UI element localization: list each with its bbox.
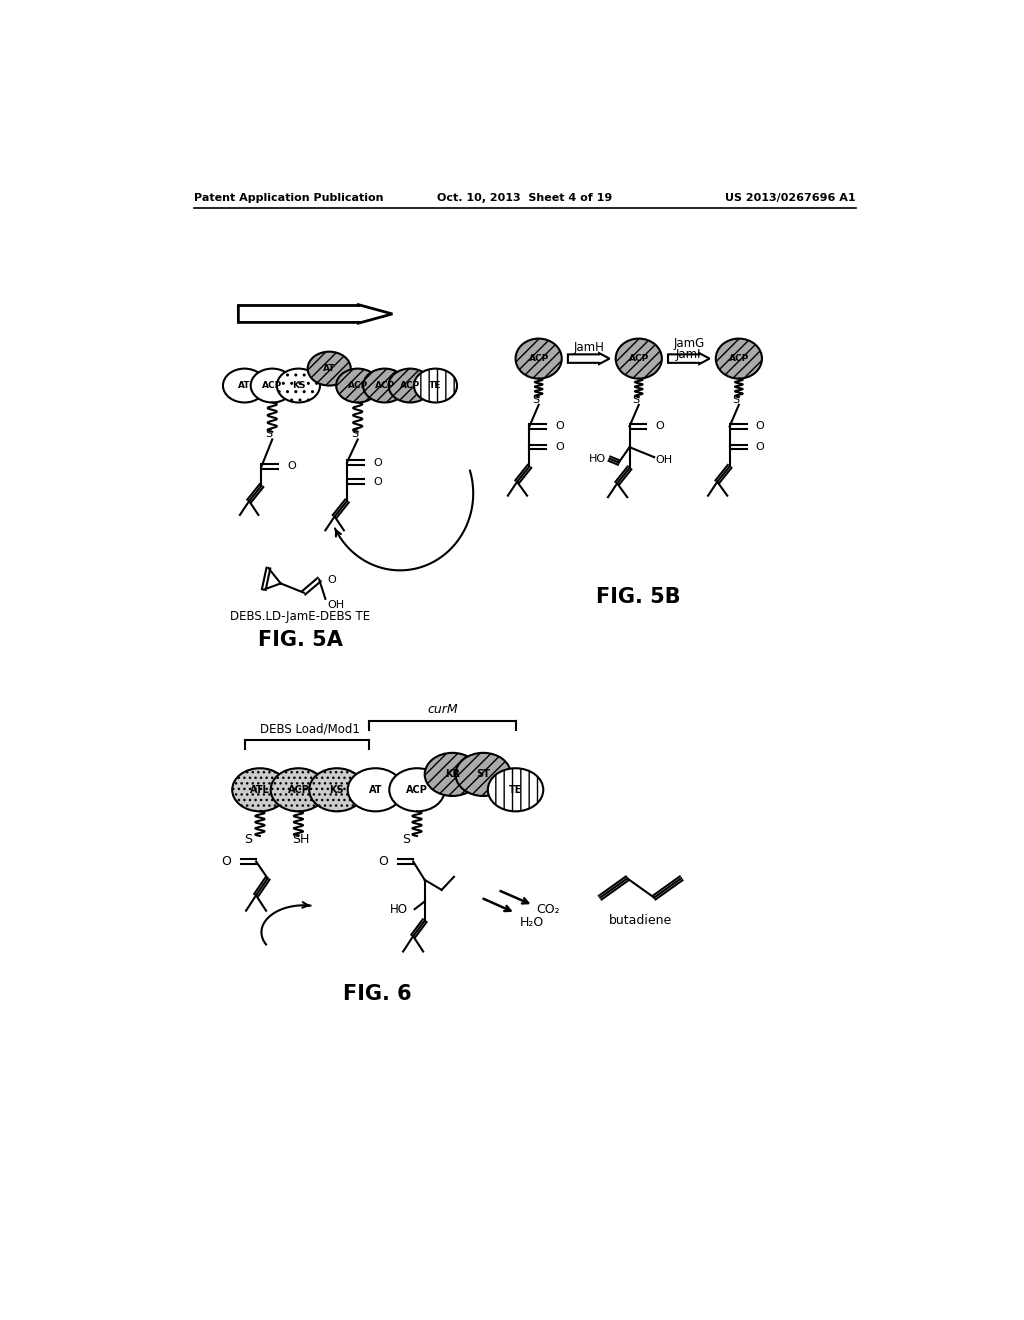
Text: TE: TE — [509, 785, 522, 795]
Ellipse shape — [307, 351, 351, 385]
Text: SH: SH — [292, 833, 309, 846]
Text: Oct. 10, 2013  Sheet 4 of 19: Oct. 10, 2013 Sheet 4 of 19 — [437, 194, 612, 203]
Ellipse shape — [487, 768, 544, 812]
Ellipse shape — [414, 368, 457, 403]
Text: O: O — [373, 458, 382, 467]
Text: JamG: JamG — [673, 337, 705, 350]
Ellipse shape — [348, 768, 403, 812]
Text: ACP: ACP — [528, 354, 549, 363]
Text: ST: ST — [476, 770, 490, 779]
Text: KR: KR — [444, 770, 460, 779]
Text: S: S — [532, 395, 540, 405]
Polygon shape — [568, 352, 609, 364]
Text: S: S — [633, 395, 640, 405]
Text: S: S — [733, 395, 739, 405]
Text: H₂O: H₂O — [519, 916, 544, 929]
Polygon shape — [239, 305, 392, 323]
Text: FIG. 5B: FIG. 5B — [596, 587, 681, 607]
Text: ACP: ACP — [288, 785, 309, 795]
Text: TE: TE — [429, 381, 441, 389]
Ellipse shape — [389, 768, 444, 812]
Text: KS: KS — [330, 785, 344, 795]
Text: CO₂: CO₂ — [537, 903, 560, 916]
Ellipse shape — [456, 752, 511, 796]
Text: O: O — [378, 855, 388, 869]
Ellipse shape — [425, 752, 480, 796]
Text: Patent Application Publication: Patent Application Publication — [194, 194, 383, 203]
Text: curM: curM — [427, 704, 458, 717]
Text: OH: OH — [655, 455, 673, 465]
Ellipse shape — [223, 368, 266, 403]
Text: butadiene: butadiene — [608, 915, 672, 927]
Text: O: O — [373, 477, 382, 487]
Text: S: S — [265, 429, 272, 440]
Text: O: O — [288, 462, 296, 471]
Text: JamI: JamI — [676, 348, 701, 362]
Text: ACP: ACP — [629, 354, 649, 363]
Text: US 2013/0267696 A1: US 2013/0267696 A1 — [725, 194, 856, 203]
Text: DEBS Load/Mod1: DEBS Load/Mod1 — [260, 722, 359, 735]
Text: O: O — [655, 421, 665, 432]
Text: ACP: ACP — [729, 354, 749, 363]
Text: FIG. 5A: FIG. 5A — [257, 630, 342, 649]
Text: KS: KS — [292, 381, 305, 389]
Polygon shape — [668, 352, 710, 364]
Text: AT: AT — [323, 364, 336, 374]
Ellipse shape — [716, 339, 762, 379]
Text: ATL: ATL — [250, 785, 269, 795]
Ellipse shape — [388, 368, 432, 403]
Text: JamH: JamH — [573, 341, 604, 354]
Ellipse shape — [270, 768, 326, 812]
Text: ACP: ACP — [262, 381, 283, 389]
Text: HO: HO — [390, 903, 408, 916]
Text: O: O — [756, 442, 765, 453]
Text: ACP: ACP — [375, 381, 395, 389]
Text: O: O — [556, 442, 564, 453]
Text: AT: AT — [239, 381, 251, 389]
Text: OH: OH — [327, 601, 344, 610]
Ellipse shape — [615, 339, 662, 379]
Ellipse shape — [232, 768, 288, 812]
Text: DEBS.LD-JamE-DEBS TE: DEBS.LD-JamE-DEBS TE — [230, 610, 370, 623]
Text: O: O — [756, 421, 765, 432]
Text: O: O — [327, 574, 336, 585]
Text: ACP: ACP — [407, 785, 428, 795]
Ellipse shape — [364, 368, 407, 403]
Text: ACP: ACP — [400, 381, 420, 389]
Text: S: S — [244, 833, 252, 846]
Text: ACP: ACP — [347, 381, 368, 389]
Ellipse shape — [251, 368, 294, 403]
Text: O: O — [221, 855, 230, 869]
Ellipse shape — [276, 368, 319, 403]
Ellipse shape — [515, 339, 562, 379]
Text: FIG. 6: FIG. 6 — [343, 983, 412, 1003]
Text: S: S — [351, 429, 358, 440]
Ellipse shape — [336, 368, 379, 403]
Text: O: O — [556, 421, 564, 432]
Ellipse shape — [309, 768, 365, 812]
Text: S: S — [402, 833, 410, 846]
Text: AT: AT — [369, 785, 382, 795]
Text: HO: HO — [589, 454, 606, 463]
